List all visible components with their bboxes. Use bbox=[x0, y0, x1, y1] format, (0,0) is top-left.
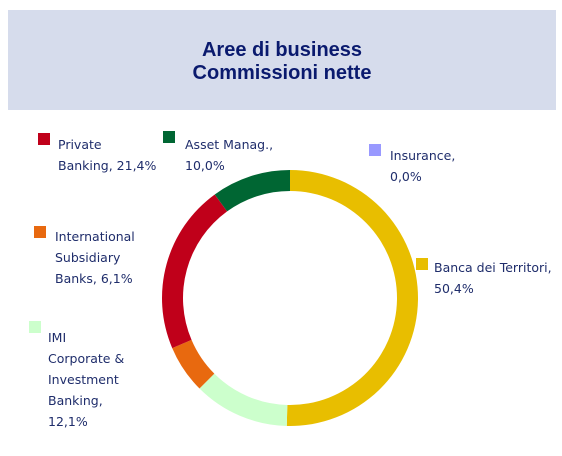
donut-segment bbox=[199, 373, 288, 426]
chart-title: Aree di business bbox=[201, 39, 363, 61]
legend-swatch bbox=[416, 258, 428, 270]
legend-swatch bbox=[29, 321, 41, 333]
header: Aree di business Commissioni nette bbox=[8, 10, 556, 110]
legend-swatch bbox=[369, 144, 381, 156]
segment-label: Insurance, 0,0% bbox=[390, 148, 456, 184]
legend-swatch bbox=[34, 226, 46, 238]
segment-label: IMI Corporate & Investment Banking, 12,1… bbox=[48, 330, 125, 429]
donut-segment bbox=[286, 169, 419, 426]
donut-segment bbox=[214, 170, 290, 212]
segment-label: International Subsidiary Banks, 6,1% bbox=[55, 229, 135, 286]
legend-swatch bbox=[163, 131, 175, 143]
segment-label: Banca dei Territori, 50,4% bbox=[434, 260, 552, 296]
legend-swatch bbox=[38, 133, 50, 145]
chart-subtitle: Commissioni nette bbox=[192, 62, 372, 84]
donut-segment bbox=[172, 339, 215, 389]
donut-segment bbox=[162, 194, 228, 349]
segment-label: Private Banking, 21,4% bbox=[58, 137, 157, 173]
segment-label: Asset Manag., 10,0% bbox=[185, 137, 274, 173]
